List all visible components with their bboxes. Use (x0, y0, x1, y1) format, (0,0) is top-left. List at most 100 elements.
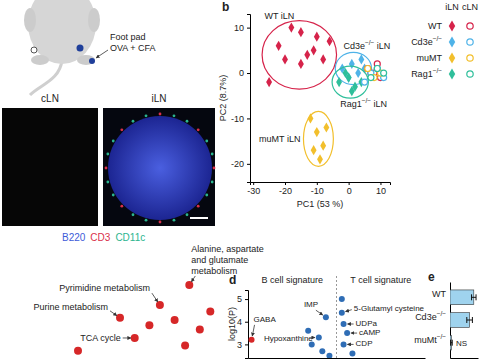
text-part: Purine metabolism (33, 302, 108, 312)
stain-speck (197, 205, 200, 208)
tick: 0 (347, 182, 352, 196)
text-part: Cd3e (343, 41, 365, 51)
legend-swatch (449, 68, 455, 79)
tick: 10 (234, 23, 250, 33)
text-part: Foot pad (110, 32, 146, 42)
mouse-foot (31, 55, 49, 65)
stain-speck (173, 219, 176, 222)
tick-label: -10 (311, 186, 324, 196)
axis-title: log10(P) (227, 307, 237, 341)
tick-mark (317, 182, 318, 185)
point-label: GABA (254, 315, 277, 324)
mouse (24, 0, 100, 95)
stain-label: CD11c (115, 232, 145, 243)
point (156, 301, 164, 309)
text-part: Rag1 (411, 69, 433, 79)
axis-title: PC1 (53 %) (297, 199, 344, 209)
point (314, 32, 320, 42)
arrow (123, 337, 131, 338)
stain-speck (205, 194, 208, 197)
text-part: CDP (356, 339, 373, 348)
point (326, 353, 332, 358)
error-bar (451, 340, 453, 346)
mouse-tail (30, 60, 62, 95)
point-label: Pyrimidine metabolism (59, 283, 150, 293)
point (374, 65, 380, 71)
tick-mark (253, 182, 254, 185)
point (368, 75, 374, 81)
point (298, 59, 304, 69)
point (355, 68, 361, 78)
follicle (108, 116, 212, 220)
point (249, 337, 255, 343)
plot-area (249, 296, 356, 358)
point-label: IMP (304, 300, 318, 309)
tick-label: -10 (231, 114, 244, 124)
point (349, 59, 355, 69)
text-part: WT (432, 289, 446, 299)
text-part: b (222, 0, 229, 14)
stain-speck (106, 153, 109, 156)
tick-mark (245, 344, 248, 345)
point-label: UDPa (356, 319, 378, 328)
legend-swatch (467, 55, 473, 61)
stain-speck (173, 114, 176, 117)
axis-line (249, 358, 426, 359)
tick-label: 3 (237, 340, 242, 350)
point-label: CDP (356, 339, 373, 348)
tick-label: muMt−/− (414, 333, 446, 345)
point (181, 341, 189, 349)
tick-label: 10 (234, 23, 244, 33)
point (320, 54, 326, 64)
injection-label: OVA + CFA (110, 43, 156, 53)
point (374, 65, 380, 71)
tick: -20 (279, 182, 292, 196)
point (145, 321, 153, 329)
tick-label: -20 (231, 159, 244, 169)
point (308, 113, 314, 123)
text-part: cLN (462, 2, 478, 12)
stain-speck (186, 213, 189, 216)
point (304, 50, 310, 60)
micrograph (2, 108, 98, 226)
legend-label: Cd3e−/− (411, 35, 442, 47)
point (323, 122, 329, 132)
point (282, 54, 288, 64)
panel-b: b-30-20-10010-20-10010PC1 (53 %)PC2 (8.7… (218, 0, 478, 209)
text-part: Cd3e (411, 37, 433, 47)
text-part: e (428, 270, 435, 284)
text-part: −/− (433, 35, 443, 42)
lymph-node (31, 47, 37, 53)
legend-header: cLN (462, 2, 478, 12)
panel-label: b (222, 0, 229, 14)
stain-speck (205, 140, 208, 143)
point (336, 77, 342, 87)
bar (450, 313, 470, 328)
arrow (346, 310, 352, 312)
legend-swatch (449, 52, 455, 63)
tick: 10 (376, 182, 386, 196)
tick-label: 0 (347, 186, 352, 196)
arrow (316, 310, 323, 315)
text-part: −/− (437, 333, 447, 340)
text-part: Pyrimidine metabolism (59, 283, 150, 293)
point (311, 145, 317, 155)
stain-speck (106, 181, 109, 184)
text-part: Hypoxanthine (264, 334, 313, 343)
text-part: Cd3e (415, 312, 437, 322)
panel-label: d (229, 273, 236, 287)
axis: -20-10010 (231, 15, 251, 183)
text-part: muMt (414, 335, 437, 345)
stain-speck (159, 221, 162, 224)
text-part: PC1 (53 %) (297, 199, 344, 209)
point (276, 41, 282, 51)
point (317, 154, 323, 164)
arrow (152, 293, 158, 302)
text-part: WT (428, 21, 442, 31)
panel-d: d345log10(P)B cell signatureT cell signa… (227, 273, 426, 359)
point (344, 330, 350, 336)
text-part: OVA + CFA (110, 43, 156, 53)
mouse-arm (88, 8, 100, 32)
axis-title: PC2 (8.7%) (218, 75, 228, 122)
stain-speck (105, 167, 108, 170)
